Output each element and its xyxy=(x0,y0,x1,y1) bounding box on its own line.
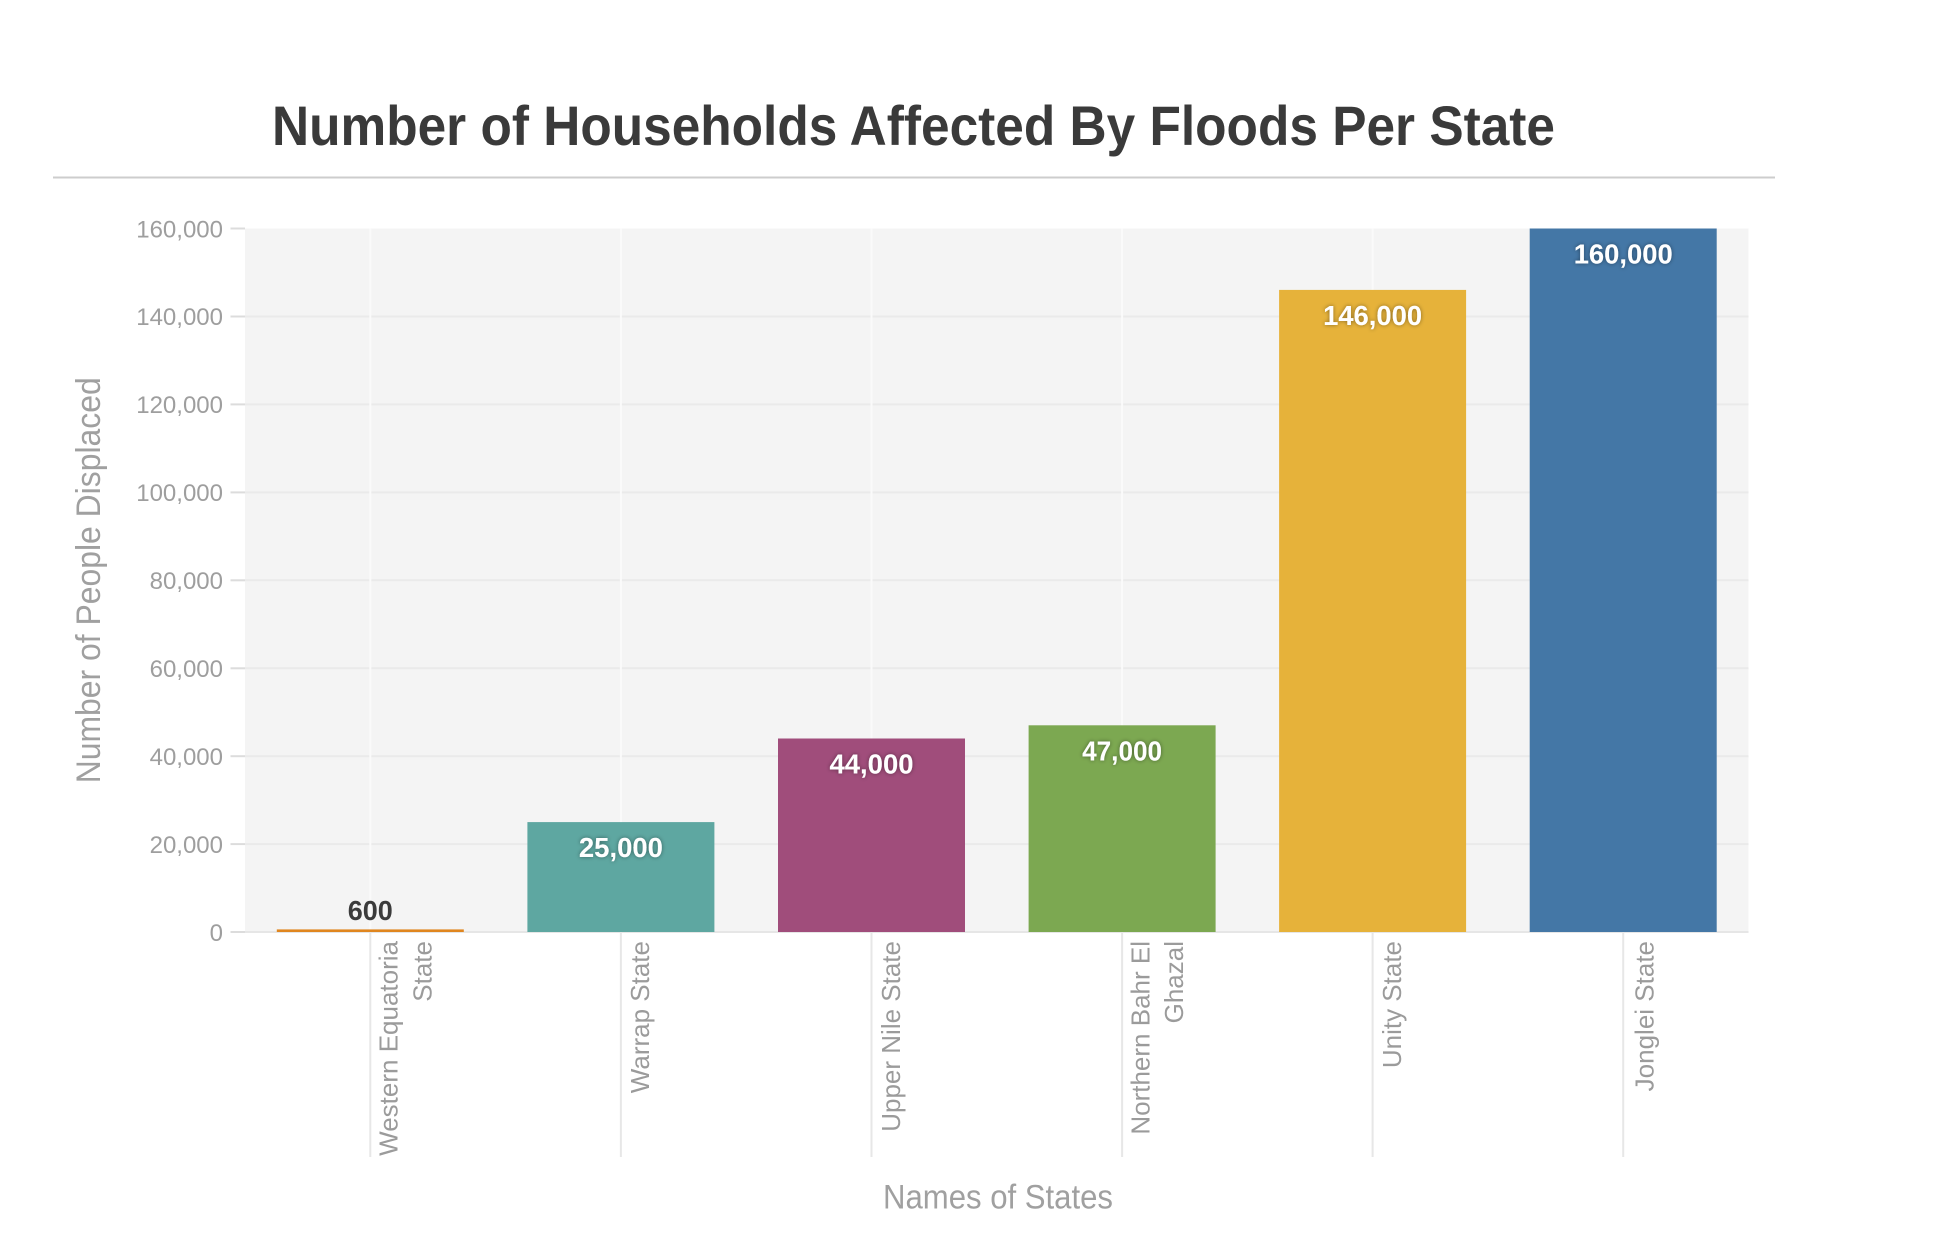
svg-text:Upper Nile State: Upper Nile State xyxy=(876,941,906,1132)
svg-text:Names of States: Names of States xyxy=(883,1178,1113,1216)
svg-text:44,000: 44,000 xyxy=(830,749,914,780)
svg-text:Jonglei State: Jonglei State xyxy=(1629,941,1659,1091)
svg-text:600: 600 xyxy=(348,895,393,926)
svg-text:0: 0 xyxy=(210,920,223,947)
svg-text:160,000: 160,000 xyxy=(1574,238,1673,269)
svg-text:146,000: 146,000 xyxy=(1323,300,1422,331)
svg-text:40,000: 40,000 xyxy=(150,744,223,771)
svg-text:20,000: 20,000 xyxy=(150,832,223,859)
svg-text:Western Equatoria: Western Equatoria xyxy=(374,940,404,1155)
svg-text:State: State xyxy=(408,941,438,1002)
svg-text:Northern Bahr El: Northern Bahr El xyxy=(1125,941,1155,1135)
svg-text:80,000: 80,000 xyxy=(150,568,223,595)
svg-text:Warrap State: Warrap State xyxy=(625,941,655,1093)
svg-text:60,000: 60,000 xyxy=(150,656,223,683)
svg-text:47,000: 47,000 xyxy=(1082,735,1162,766)
svg-text:Ghazal: Ghazal xyxy=(1159,941,1189,1023)
svg-text:120,000: 120,000 xyxy=(136,392,223,419)
svg-text:140,000: 140,000 xyxy=(136,304,223,331)
svg-text:Number of People Displaced: Number of People Displaced xyxy=(70,377,108,783)
svg-text:25,000: 25,000 xyxy=(579,832,663,863)
svg-text:Unity State: Unity State xyxy=(1377,941,1407,1068)
svg-text:Number of Households Affected: Number of Households Affected By Floods … xyxy=(272,94,1555,157)
svg-text:160,000: 160,000 xyxy=(136,216,223,243)
svg-text:100,000: 100,000 xyxy=(136,480,223,507)
